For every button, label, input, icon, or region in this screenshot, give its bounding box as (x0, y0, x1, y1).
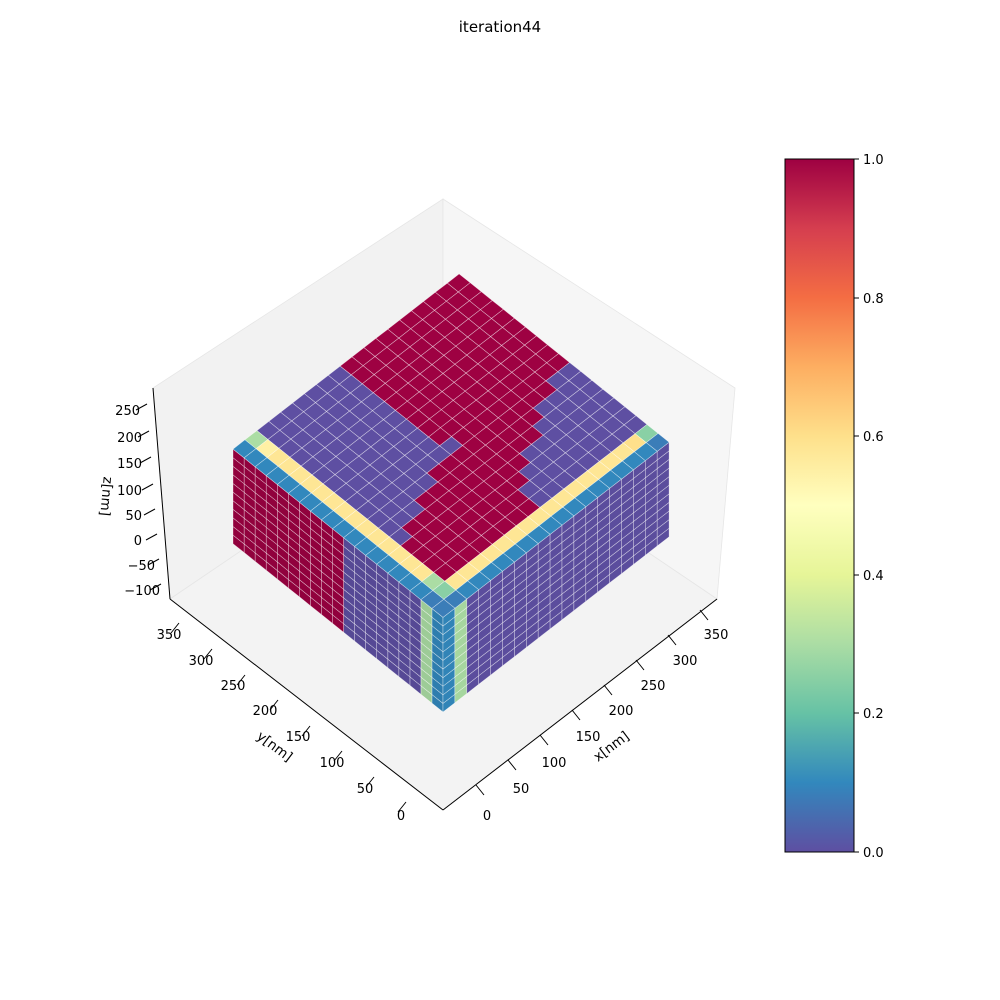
z-tick-label: −50 (128, 559, 155, 574)
z-tick-label: 250 (115, 404, 140, 419)
chart-title: iteration44 (459, 18, 541, 36)
z-tick-label: 50 (125, 509, 142, 524)
colorbar-tick-label: 0.6 (863, 430, 884, 445)
x-tick-label: 200 (609, 704, 634, 719)
colorbar-tick-label: 0.4 (863, 569, 884, 584)
x-tick-label: 350 (704, 628, 729, 643)
colorbar-tick-labels: 0.0 0.2 0.4 0.6 0.8 1.0 (863, 153, 884, 861)
axis-lines (152, 387, 718, 811)
y-axis-line (169, 598, 444, 811)
z-axis-label: z[nm] (96, 476, 115, 517)
y-tick-labels: 0 50 100 150 200 250 300 350 (157, 628, 406, 824)
z-axis-line (152, 387, 171, 600)
z-tick-labels: −100 −50 0 50 100 150 200 250 (115, 404, 160, 599)
x-axis-line (442, 598, 718, 811)
x-tick-label: 250 (641, 679, 666, 694)
z-tick-label: 100 (117, 484, 142, 499)
y-tick-label: 350 (157, 628, 182, 643)
colorbar-tick-label: 0.0 (863, 846, 884, 861)
y-tick-label: 100 (320, 756, 345, 771)
x-tick-label: 150 (576, 730, 601, 745)
colorbar-tick-label: 0.2 (863, 707, 884, 722)
z-tick-label: 150 (117, 457, 142, 472)
x-tick-label: 300 (673, 654, 698, 669)
colorbar (784, 158, 855, 853)
x-ticks (475, 609, 709, 796)
colorbar-ticks (854, 158, 859, 853)
y-tick-label: 150 (286, 730, 311, 745)
x-tick-label: 0 (483, 809, 491, 824)
y-tick-label: 300 (189, 654, 214, 669)
y-tick-label: 250 (221, 679, 246, 694)
colorbar-tick-label: 0.8 (863, 292, 884, 307)
colorbar-tick-label: 1.0 (863, 153, 884, 168)
z-tick-label: 0 (134, 534, 142, 549)
y-tick-label: 0 (397, 809, 405, 824)
z-tick-label: 200 (117, 431, 142, 446)
x-tick-label: 50 (513, 782, 530, 797)
y-tick-label: 50 (357, 782, 374, 797)
y-tick-label: 200 (253, 704, 278, 719)
y-ticks (170, 622, 407, 813)
x-tick-labels: 0 50 100 150 200 250 300 350 (483, 628, 729, 824)
z-ticks (135, 403, 162, 591)
voxel-block (232, 273, 670, 713)
voxel-top-cell (431, 598, 456, 618)
z-tick-label: −100 (124, 584, 160, 599)
x-tick-label: 100 (542, 756, 567, 771)
